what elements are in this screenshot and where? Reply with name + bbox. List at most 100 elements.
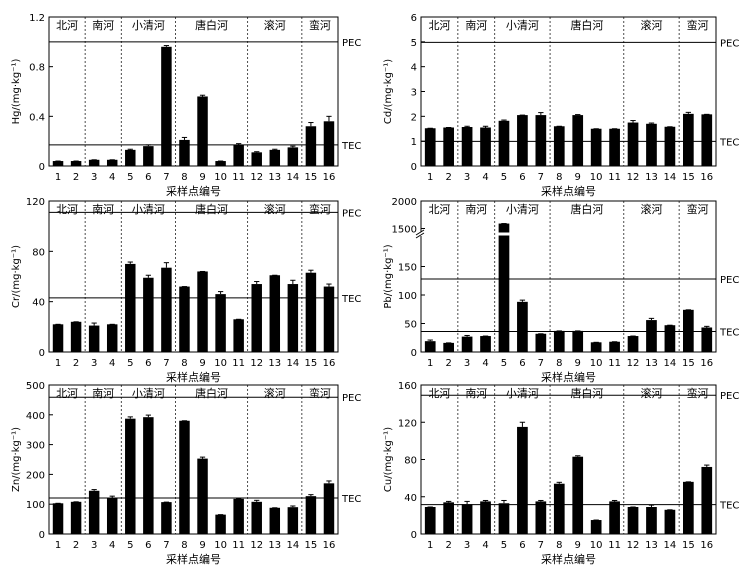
pec-label: PEC bbox=[720, 38, 739, 49]
x-tick-label: 13 bbox=[645, 172, 658, 183]
y-tick-label: 100 bbox=[26, 500, 45, 511]
river-label: 唐白河 bbox=[195, 202, 228, 216]
plot-frame bbox=[420, 200, 717, 353]
bar bbox=[179, 139, 190, 166]
pec-label: PEC bbox=[720, 391, 739, 402]
x-tick-label: 4 bbox=[109, 172, 115, 183]
river-label: 滚河 bbox=[640, 18, 662, 32]
x-tick-label: 8 bbox=[556, 172, 562, 183]
bar bbox=[269, 507, 281, 534]
bar bbox=[88, 490, 100, 534]
bar bbox=[161, 502, 172, 534]
x-tick-label: 9 bbox=[575, 172, 581, 183]
bar bbox=[70, 501, 82, 534]
bar bbox=[251, 284, 262, 352]
x-tick-label: 12 bbox=[627, 172, 640, 183]
bar bbox=[664, 126, 676, 166]
bar bbox=[287, 507, 299, 534]
bar bbox=[498, 503, 510, 534]
river-label: 蛮河 bbox=[687, 18, 709, 32]
bar bbox=[553, 483, 565, 534]
bar bbox=[197, 96, 208, 166]
bar bbox=[269, 275, 281, 352]
bar bbox=[251, 152, 262, 166]
x-tick-label: 15 bbox=[682, 172, 695, 183]
x-tick-label: 5 bbox=[501, 358, 507, 369]
river-label: 蛮河 bbox=[309, 18, 331, 32]
pec-label: PEC bbox=[342, 208, 361, 219]
x-tick-label: 15 bbox=[305, 172, 318, 183]
bar bbox=[161, 46, 172, 166]
x-tick-label: 10 bbox=[214, 358, 227, 369]
x-tick-label: 11 bbox=[232, 540, 245, 551]
x-tick-label: 6 bbox=[145, 172, 151, 183]
bar bbox=[646, 123, 657, 166]
x-tick-label: 9 bbox=[199, 358, 205, 369]
river-label: 小清河 bbox=[506, 387, 539, 400]
x-axis-label: 采样点编号 bbox=[166, 370, 221, 384]
x-tick-label: 4 bbox=[109, 540, 115, 551]
bar bbox=[627, 122, 639, 166]
bar bbox=[480, 336, 491, 352]
bar bbox=[143, 417, 154, 534]
bar bbox=[215, 514, 226, 534]
y-tick-label: 400 bbox=[26, 411, 45, 422]
plot-frame bbox=[48, 16, 339, 167]
y-tick-label: 300 bbox=[26, 441, 45, 452]
x-axis-label: 采样点编号 bbox=[541, 370, 596, 384]
bar bbox=[197, 271, 208, 352]
bar bbox=[233, 319, 244, 352]
bar bbox=[682, 309, 694, 352]
x-tick-label: 5 bbox=[127, 172, 133, 183]
x-tick-label: 13 bbox=[645, 540, 658, 551]
bar bbox=[305, 496, 317, 534]
y-tick-label: 3 bbox=[411, 88, 417, 99]
x-tick-label: 2 bbox=[445, 540, 451, 551]
x-tick-label: 9 bbox=[575, 540, 581, 551]
bar bbox=[646, 506, 657, 534]
river-label: 北河 bbox=[56, 19, 78, 32]
bar bbox=[572, 456, 584, 534]
river-label: 南河 bbox=[92, 387, 114, 400]
bar bbox=[480, 127, 491, 166]
x-tick-label: 10 bbox=[590, 358, 603, 369]
x-tick-label: 6 bbox=[519, 172, 525, 183]
bar bbox=[701, 466, 713, 534]
y-tick-label: 1500 bbox=[392, 225, 417, 236]
x-tick-label: 10 bbox=[214, 540, 227, 551]
y-tick-label: 0 bbox=[39, 530, 45, 541]
x-tick-label: 8 bbox=[181, 358, 187, 369]
x-tick-label: 12 bbox=[250, 172, 263, 183]
river-label: 小清河 bbox=[132, 387, 165, 400]
river-label: 北河 bbox=[56, 387, 78, 400]
x-tick-label: 11 bbox=[232, 358, 245, 369]
bar bbox=[443, 127, 455, 166]
bar bbox=[287, 284, 299, 352]
y-tick-label: 5 bbox=[411, 38, 417, 49]
river-label: 滚河 bbox=[264, 18, 286, 32]
x-tick-label: 7 bbox=[538, 358, 544, 369]
river-label: 唐白河 bbox=[195, 18, 228, 32]
river-label: 北河 bbox=[56, 203, 78, 216]
bar bbox=[609, 128, 620, 166]
bar-break-gap bbox=[497, 232, 511, 236]
x-tick-label: 14 bbox=[664, 172, 677, 183]
bar bbox=[682, 481, 694, 534]
x-tick-label: 2 bbox=[445, 358, 451, 369]
x-tick-label: 8 bbox=[181, 540, 187, 551]
bar bbox=[664, 325, 676, 352]
bar bbox=[125, 149, 136, 166]
bar bbox=[287, 147, 299, 166]
river-label: 蛮河 bbox=[687, 386, 709, 400]
x-tick-label: 5 bbox=[501, 172, 507, 183]
pec-label: PEC bbox=[342, 393, 361, 404]
bar bbox=[535, 333, 547, 352]
x-tick-label: 16 bbox=[323, 358, 336, 369]
x-tick-label: 4 bbox=[109, 358, 115, 369]
x-tick-label: 16 bbox=[700, 172, 713, 183]
y-axis-label: Cu/(mg·kg⁻¹) bbox=[383, 427, 394, 492]
bar bbox=[52, 324, 64, 352]
